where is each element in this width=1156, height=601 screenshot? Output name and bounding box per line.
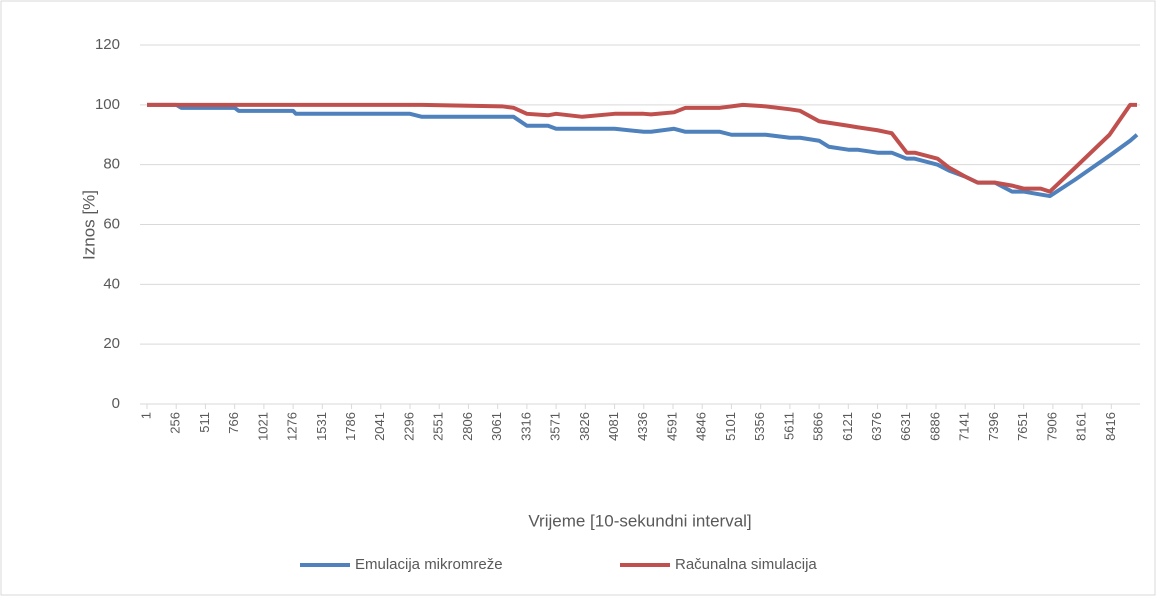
x-tick-label: 6376	[869, 412, 884, 441]
x-tick-label: 8161	[1074, 412, 1089, 441]
x-tick-label: 7651	[1015, 412, 1030, 441]
x-tick-label: 7396	[986, 412, 1001, 441]
legend-label: Emulacija mikromreže	[355, 556, 503, 573]
x-tick-label: 1276	[285, 412, 300, 441]
y-axis-label: Iznos [%]	[79, 190, 98, 260]
y-tick-label: 20	[103, 335, 120, 352]
x-tick-label: 6631	[898, 412, 913, 441]
x-tick-label: 3826	[577, 412, 592, 441]
x-tick-label: 4081	[606, 412, 621, 441]
x-tick-label: 766	[226, 412, 241, 434]
x-tick-label: 1531	[314, 412, 329, 441]
x-tick-label: 3316	[518, 412, 533, 441]
x-tick-label: 6121	[840, 412, 855, 441]
x-tick-label: 4336	[635, 412, 650, 441]
x-tick-label: 7141	[957, 412, 972, 441]
x-tick-label: 1786	[343, 412, 358, 441]
y-tick-label: 80	[103, 156, 120, 173]
series-line	[147, 102, 1137, 194]
x-axis-label: Vrijeme [10-sekundni interval]	[528, 511, 751, 530]
x-tick-label: 1	[138, 412, 153, 419]
x-tick-label: 4846	[694, 412, 709, 441]
legend-label: Računalna simulacija	[675, 556, 817, 573]
x-tick-label: 6886	[927, 412, 942, 441]
x-tick-label: 511	[197, 412, 212, 433]
y-tick-label: 100	[95, 96, 120, 113]
y-tick-label: 40	[103, 275, 120, 292]
x-tick-label: 7906	[1044, 412, 1059, 441]
x-tick-label: 3061	[489, 412, 504, 441]
x-tick-label: 2551	[431, 412, 446, 441]
x-tick-label: 5356	[752, 412, 767, 441]
x-tick-label: 4591	[664, 412, 679, 441]
x-tick-label: 5101	[723, 412, 738, 441]
y-tick-label: 0	[112, 395, 120, 412]
x-tick-label: 3571	[548, 412, 563, 441]
y-tick-label: 120	[95, 36, 120, 53]
x-tick-label: 8416	[1103, 412, 1118, 441]
x-tick-label: 5866	[811, 412, 826, 441]
x-tick-label: 2296	[401, 412, 416, 441]
x-tick-label: 2806	[460, 412, 475, 441]
x-tick-label: 5611	[781, 412, 796, 440]
x-tick-label: 256	[168, 412, 183, 434]
x-tick-label: 2041	[372, 412, 387, 441]
y-tick-label: 60	[103, 215, 120, 232]
x-tick-label: 1021	[255, 412, 270, 441]
